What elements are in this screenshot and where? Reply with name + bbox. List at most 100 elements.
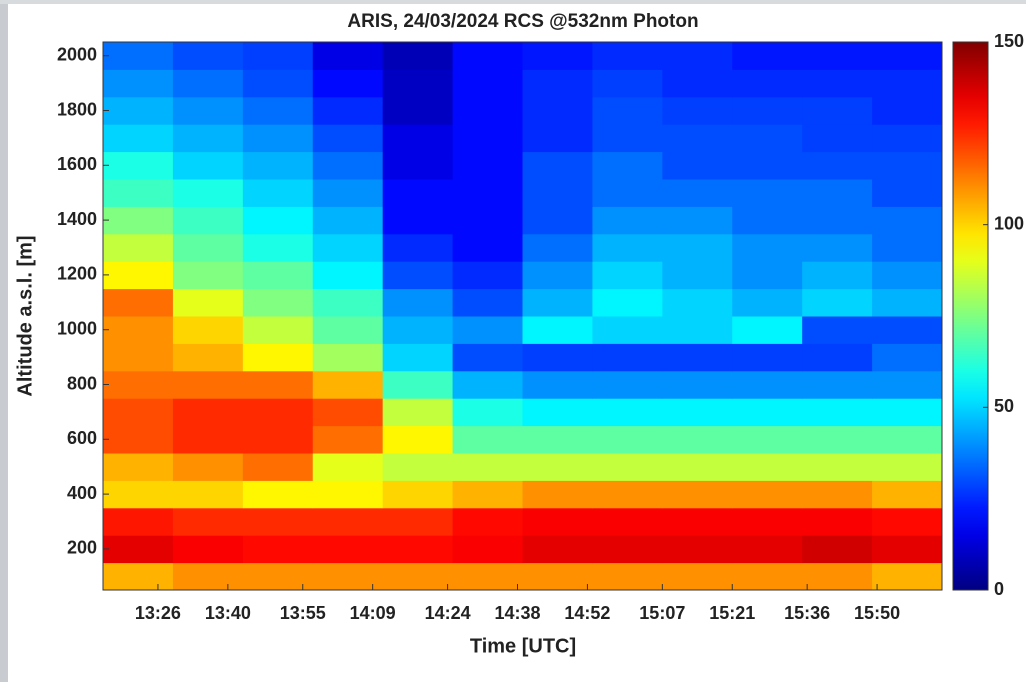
y-tick-label: 1400 bbox=[57, 209, 97, 229]
heatmap-cell bbox=[732, 562, 803, 591]
heatmap-cell bbox=[172, 124, 244, 153]
heatmap-cell bbox=[872, 261, 943, 290]
heatmap-cell bbox=[172, 42, 244, 70]
heatmap-cell bbox=[802, 480, 873, 509]
heatmap-cell bbox=[172, 343, 244, 372]
heatmap-cell bbox=[312, 507, 384, 536]
heatmap-cell bbox=[662, 206, 733, 235]
heatmap-cell bbox=[172, 96, 244, 125]
heatmap-cell bbox=[312, 261, 384, 290]
heatmap-cell bbox=[732, 425, 803, 454]
heatmap-cell bbox=[872, 124, 943, 153]
heatmap-cell bbox=[522, 425, 593, 454]
heatmap-cell bbox=[172, 535, 244, 564]
heatmap-cell bbox=[592, 96, 663, 125]
heatmap-cell bbox=[242, 288, 314, 317]
heatmap-cell bbox=[312, 453, 384, 481]
heatmap-cell bbox=[522, 370, 593, 399]
heatmap-cell bbox=[592, 42, 663, 70]
heatmap-cell bbox=[103, 151, 174, 180]
heatmap-cell bbox=[382, 42, 454, 70]
heatmap-cell bbox=[732, 453, 803, 481]
heatmap-cell bbox=[802, 69, 873, 98]
heatmap-cell bbox=[662, 480, 733, 509]
heatmap-cell bbox=[802, 425, 873, 454]
heatmap-cell bbox=[522, 453, 593, 481]
heatmap-cell bbox=[242, 179, 314, 207]
colorbar-tick-label: 50 bbox=[994, 396, 1014, 416]
heatmap-cell bbox=[592, 425, 663, 454]
x-tick-label: 15:36 bbox=[784, 603, 830, 623]
y-tick-label: 1600 bbox=[57, 154, 97, 174]
y-tick-label: 1000 bbox=[57, 318, 97, 338]
heatmap-cell bbox=[103, 96, 174, 125]
heatmap-cell bbox=[172, 233, 244, 262]
heatmap-cell bbox=[732, 69, 803, 98]
x-tick-label: 14:09 bbox=[350, 603, 396, 623]
heatmap-cell bbox=[872, 42, 943, 70]
heatmap-cell bbox=[522, 507, 593, 536]
heatmap-cell bbox=[452, 288, 523, 317]
heatmap-cell bbox=[872, 316, 943, 344]
heatmap-cell bbox=[452, 206, 523, 235]
heatmap-cell bbox=[522, 42, 593, 70]
heatmap-cell bbox=[103, 233, 174, 262]
heatmap-cell bbox=[522, 179, 593, 207]
heatmap-cell bbox=[802, 507, 873, 536]
heatmap-cell bbox=[172, 370, 244, 399]
heatmap-cell bbox=[312, 124, 384, 153]
heatmap-cell bbox=[242, 233, 314, 262]
heatmap-cell bbox=[312, 179, 384, 207]
heatmap-cell bbox=[592, 261, 663, 290]
heatmap-cell bbox=[312, 370, 384, 399]
heatmap-cell bbox=[382, 179, 454, 207]
heatmap-cell bbox=[522, 562, 593, 591]
x-tick-label: 14:38 bbox=[494, 603, 540, 623]
heatmap-cell bbox=[452, 507, 523, 536]
heatmap-cell bbox=[242, 370, 314, 399]
heatmap-cell bbox=[662, 453, 733, 481]
heatmap-cell bbox=[312, 233, 384, 262]
heatmap-cell bbox=[172, 507, 244, 536]
heatmap-cell bbox=[172, 179, 244, 207]
heatmap-cell bbox=[872, 453, 943, 481]
x-tick-label: 13:55 bbox=[280, 603, 326, 623]
heatmap-cell bbox=[172, 316, 244, 344]
heatmap-cell bbox=[382, 453, 454, 481]
heatmap-cell bbox=[662, 398, 733, 427]
heatmap-cell bbox=[103, 179, 174, 207]
heatmap-cell bbox=[103, 535, 174, 564]
heatmap-cell bbox=[522, 480, 593, 509]
heatmap-cell bbox=[592, 288, 663, 317]
x-tick-label: 15:50 bbox=[854, 603, 900, 623]
heatmap-cell bbox=[732, 316, 803, 344]
heatmap-cell bbox=[312, 562, 384, 591]
heatmap-cell bbox=[103, 69, 174, 98]
heatmap-cell bbox=[242, 69, 314, 98]
heatmap-cell bbox=[312, 343, 384, 372]
heatmap-cell bbox=[312, 96, 384, 125]
colorbar-tick-label: 0 bbox=[994, 579, 1004, 599]
heatmap-cell bbox=[592, 535, 663, 564]
heatmap-cell bbox=[662, 425, 733, 454]
heatmap-cell bbox=[732, 179, 803, 207]
heatmap-cell bbox=[382, 261, 454, 290]
heatmap-cell bbox=[592, 562, 663, 591]
heatmap-cell bbox=[592, 124, 663, 153]
heatmap-cell bbox=[662, 96, 733, 125]
heatmap-cell bbox=[242, 261, 314, 290]
heatmap-cell bbox=[732, 343, 803, 372]
heatmap-cell bbox=[452, 370, 523, 399]
heatmap-cell bbox=[802, 370, 873, 399]
heatmap-cell bbox=[312, 398, 384, 427]
heatmap-cell bbox=[382, 507, 454, 536]
heatmap-cell bbox=[732, 96, 803, 125]
heatmap-cell bbox=[872, 233, 943, 262]
heatmap-cell bbox=[732, 535, 803, 564]
heatmap-cell bbox=[172, 562, 244, 591]
heatmap-cell bbox=[382, 370, 454, 399]
heatmap-cell bbox=[872, 69, 943, 98]
top-border bbox=[0, 0, 1026, 4]
heatmap-cell bbox=[452, 398, 523, 427]
